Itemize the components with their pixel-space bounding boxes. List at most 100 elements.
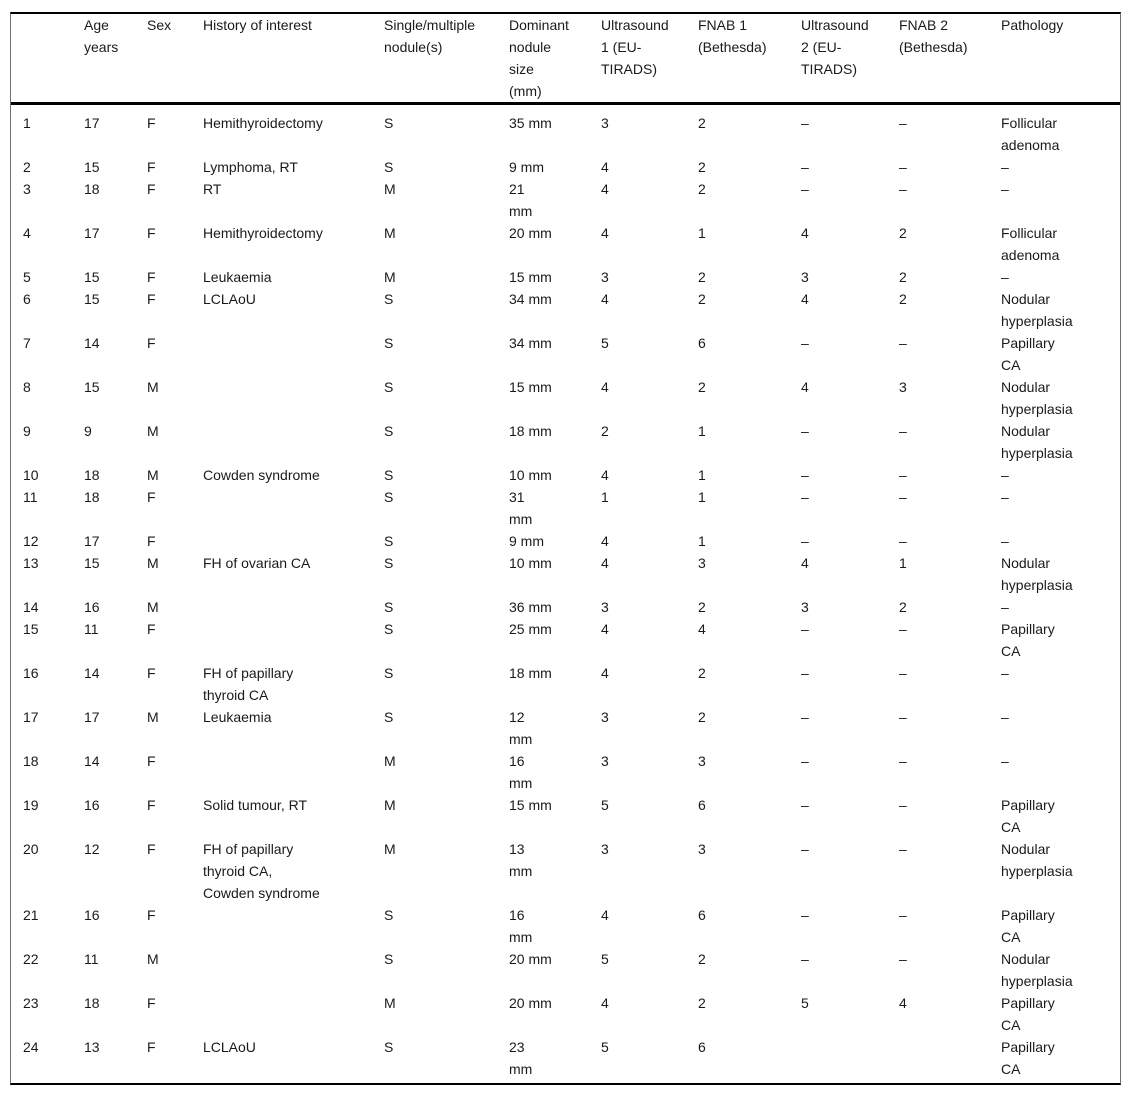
cell-nodules: M <box>384 181 396 197</box>
cell-us2: – <box>801 841 809 857</box>
cell-sex: F <box>147 995 156 1011</box>
cell-age: 17 <box>84 533 100 549</box>
cell-us2: – <box>801 489 809 505</box>
cell-us1: 5 <box>601 335 609 351</box>
cell-nodules: M <box>384 225 396 241</box>
cell-fnab1: 6 <box>698 797 706 813</box>
cell-size: 36 mm <box>509 599 552 615</box>
cell-fnab2: – <box>899 467 907 483</box>
cell-fnab2 <box>887 1036 989 1083</box>
cell-pathology: – <box>1001 709 1009 725</box>
cell-size: 34 mm <box>509 335 552 351</box>
table-row: 17 17 M Leukaemia S 12 mm 3 2 – – – <box>11 706 1120 750</box>
column-header-fnab-2-bethesda: FNAB 2 (Bethesda) <box>899 17 968 55</box>
cell-fnab1: 2 <box>698 951 706 967</box>
cell-us2: – <box>801 423 809 439</box>
table-row: 14 16 M S 36 mm 3 2 3 2 – <box>11 596 1120 618</box>
cell-us1: 5 <box>601 951 609 967</box>
cell-fnab1: 6 <box>698 1039 706 1055</box>
cell-us2: – <box>801 115 809 131</box>
cell-us2: – <box>801 533 809 549</box>
cell-us1: 5 <box>601 797 609 813</box>
cell-us1: 4 <box>601 621 609 637</box>
table-row: 7 14 F S 34 mm 5 6 – – Papillary CA <box>11 332 1120 376</box>
cell-sex: F <box>147 225 156 241</box>
cell-history: LCLAoU <box>203 1039 256 1055</box>
cell-pathology: – <box>1001 599 1009 615</box>
column-header-ultrasound-1-eu-tirads: Ultrasound 1 (EU- TIRADS) <box>601 17 669 77</box>
cell-sex: M <box>147 709 159 725</box>
cell-age: 15 <box>84 555 100 571</box>
cell-row_number: 5 <box>23 269 31 285</box>
cell-sex: F <box>147 797 156 813</box>
cell-age: 15 <box>84 291 100 307</box>
cell-sex: F <box>147 159 156 175</box>
cell-history <box>191 948 372 992</box>
cell-nodules: M <box>384 269 396 285</box>
cell-fnab1: 2 <box>698 379 706 395</box>
cell-age: 18 <box>84 467 100 483</box>
cell-fnab2: – <box>899 951 907 967</box>
column-header-history-of-interest: History of interest <box>203 17 312 33</box>
cell-sex: M <box>147 599 159 615</box>
cell-sex: F <box>147 753 156 769</box>
cell-row_number: 4 <box>23 225 31 241</box>
cell-nodules: S <box>384 1039 394 1055</box>
cell-fnab1: 1 <box>698 489 706 505</box>
column-header-dominant-nodule-size: Dominant nodule size (mm) <box>509 17 569 99</box>
cell-sex: F <box>147 291 156 307</box>
cell-size: 35 mm <box>509 115 552 131</box>
cell-fnab1: 1 <box>698 467 706 483</box>
cell-history: Hemithyroidectomy <box>203 115 323 131</box>
cell-row_number: 18 <box>23 753 39 769</box>
cell-pathology: Papillary CA <box>1001 1039 1055 1077</box>
cell-us2: – <box>801 181 809 197</box>
cell-fnab2: – <box>899 665 907 681</box>
cell-history <box>191 332 372 376</box>
cell-fnab1: 2 <box>698 291 706 307</box>
cell-age: 18 <box>84 995 100 1011</box>
table-row: 24 13 F LCLAoU S 23 mm 5 6 Papillary CA <box>11 1036 1120 1083</box>
cell-history <box>191 596 372 618</box>
table-row: 15 11 F S 25 mm 4 4 – – Papillary CA <box>11 618 1120 662</box>
cell-row_number: 9 <box>23 423 31 439</box>
cell-fnab1: 2 <box>698 599 706 615</box>
cell-fnab2: – <box>899 709 907 725</box>
cell-row_number: 14 <box>23 599 39 615</box>
cell-history <box>191 420 372 464</box>
cell-history <box>191 992 372 1036</box>
cell-pathology: Nodular hyperplasia <box>1001 951 1073 989</box>
table-row: 21 16 F S 16 mm 4 6 – – Papillary CA <box>11 904 1120 948</box>
cell-pathology: Nodular hyperplasia <box>1001 423 1073 461</box>
cell-us1: 3 <box>601 599 609 615</box>
cell-row_number: 15 <box>23 621 39 637</box>
cell-us1: 4 <box>601 181 609 197</box>
cell-row_number: 20 <box>23 841 39 857</box>
cell-history <box>191 530 372 552</box>
cell-size: 10 mm <box>509 555 552 571</box>
cell-history: FH of papillary thyroid CA <box>203 665 294 703</box>
cell-us2: – <box>801 335 809 351</box>
cell-sex: F <box>147 533 156 549</box>
cell-sex: F <box>147 335 156 351</box>
cell-us2: 3 <box>801 269 809 285</box>
cell-history: Lymphoma, RT <box>203 159 298 175</box>
cell-history: Leukaemia <box>203 269 272 285</box>
cell-size: 9 mm <box>509 159 544 175</box>
table-row: 20 12 F FH of papillary thyroid CA, Cowden … <box>11 838 1120 904</box>
cell-row_number: 2 <box>23 159 31 175</box>
cell-history <box>191 904 372 948</box>
cell-row_number: 22 <box>23 951 39 967</box>
cell-pathology: – <box>1001 269 1009 285</box>
cell-row_number: 10 <box>23 467 39 483</box>
cell-nodules: M <box>384 797 396 813</box>
cell-row_number: 12 <box>23 533 39 549</box>
cell-fnab2: – <box>899 335 907 351</box>
cell-pathology: Nodular hyperplasia <box>1001 291 1073 329</box>
cell-size: 20 mm <box>509 995 552 1011</box>
cell-row_number: 16 <box>23 665 39 681</box>
cell-fnab2: 4 <box>899 995 907 1011</box>
cell-us1: 4 <box>601 467 609 483</box>
cell-fnab1: 2 <box>698 665 706 681</box>
cell-age: 11 <box>84 951 99 967</box>
